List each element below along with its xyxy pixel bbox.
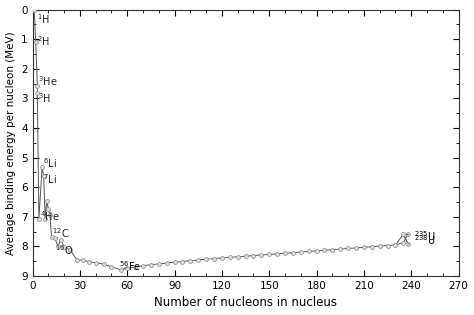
Text: $^{56}$Fe: $^{56}$Fe [118, 259, 141, 273]
Text: $^1$H: $^1$H [36, 12, 50, 26]
Text: $^{235}$U: $^{235}$U [406, 229, 436, 243]
Text: $^3$H: $^3$H [38, 91, 51, 105]
Text: $^4$He: $^4$He [40, 209, 60, 223]
Text: $^{16}$O: $^{16}$O [55, 243, 73, 257]
X-axis label: Number of nucleons in nucleus: Number of nucleons in nucleus [154, 296, 337, 309]
Text: $^{12}$C: $^{12}$C [52, 226, 70, 240]
Y-axis label: Average binding energy per nucleon (MeV): Average binding energy per nucleon (MeV) [6, 31, 16, 255]
Text: $^2$H: $^2$H [37, 34, 50, 48]
Text: $^6$Li: $^6$Li [43, 156, 57, 170]
Text: $^3$He: $^3$He [38, 74, 58, 88]
Text: $^7$Li: $^7$Li [43, 172, 57, 186]
Text: $^{238}$U: $^{238}$U [408, 233, 436, 247]
